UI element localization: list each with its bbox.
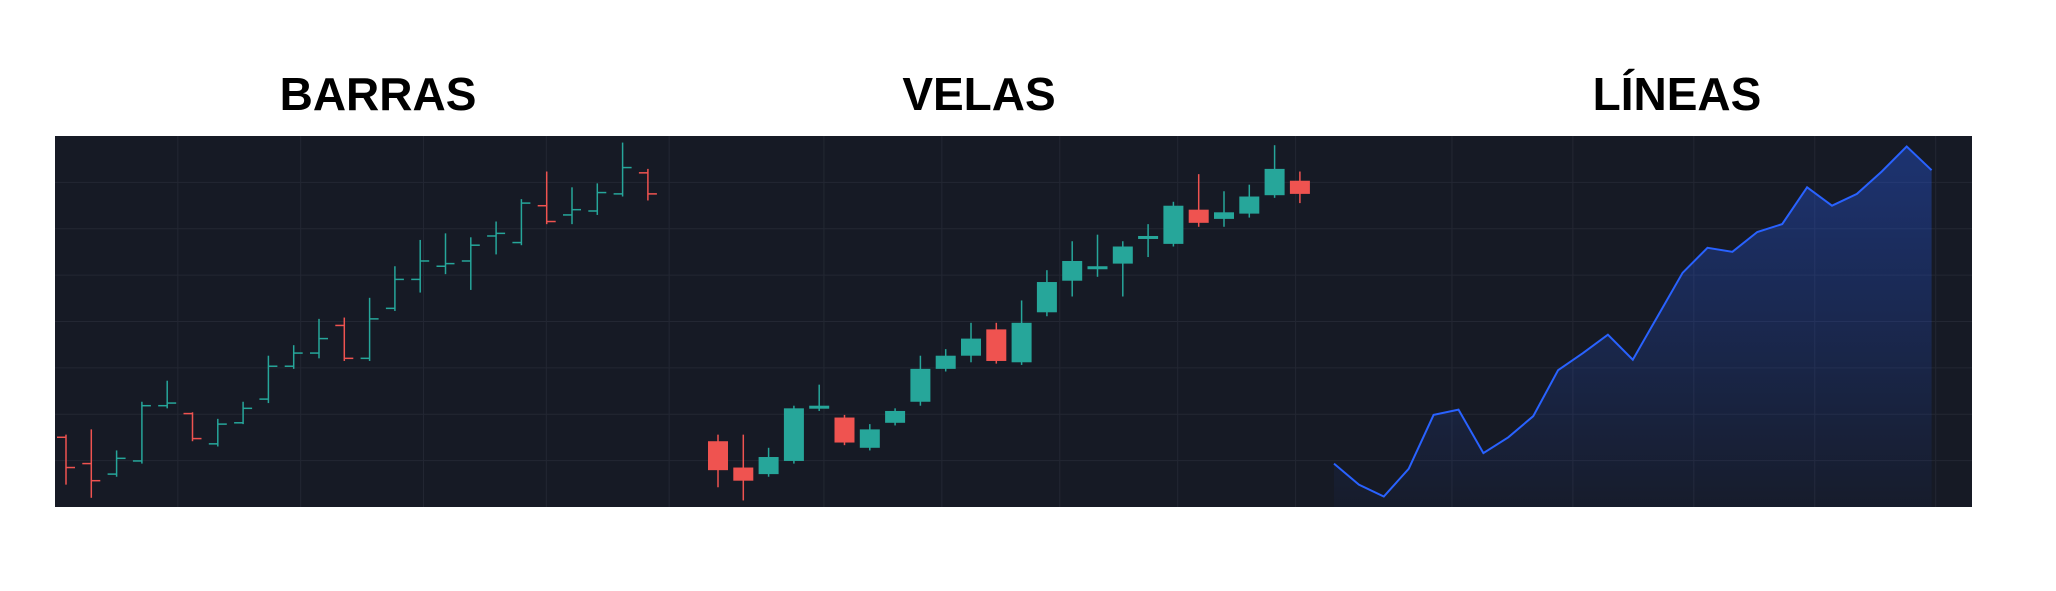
candle-body (986, 329, 1007, 361)
candle-body (758, 457, 779, 475)
candle-body (1214, 212, 1234, 219)
chart-title: VELAS (902, 68, 1055, 120)
candle-body (885, 410, 906, 423)
candle-body (1188, 209, 1209, 223)
candle-body (1239, 196, 1260, 214)
candle-body (783, 408, 804, 461)
candle-body (1062, 260, 1083, 281)
chart-title: LÍNEAS (1593, 68, 1762, 120)
candle-body (708, 441, 728, 471)
line-area (1334, 146, 1932, 507)
candle-body (935, 355, 956, 369)
chart-panel (1331, 136, 1972, 507)
candle-body (1011, 322, 1032, 363)
candle-body (1036, 282, 1057, 313)
candle-body (809, 405, 830, 409)
candle-body (1264, 168, 1285, 196)
candle-body (1289, 180, 1310, 194)
chart-title: BARRAS (280, 68, 477, 120)
candle-body (859, 429, 880, 448)
candle-body (961, 338, 981, 356)
chart-panel (55, 136, 706, 507)
candle-body (910, 368, 931, 402)
candle-body (834, 417, 855, 443)
candle-body (1087, 266, 1108, 270)
candle-body (1138, 235, 1159, 239)
candle-body (733, 467, 754, 481)
candle-body (1112, 246, 1133, 264)
candle-body (1163, 205, 1184, 244)
price-line (1333, 145, 1933, 498)
chart-panel (706, 136, 1331, 507)
